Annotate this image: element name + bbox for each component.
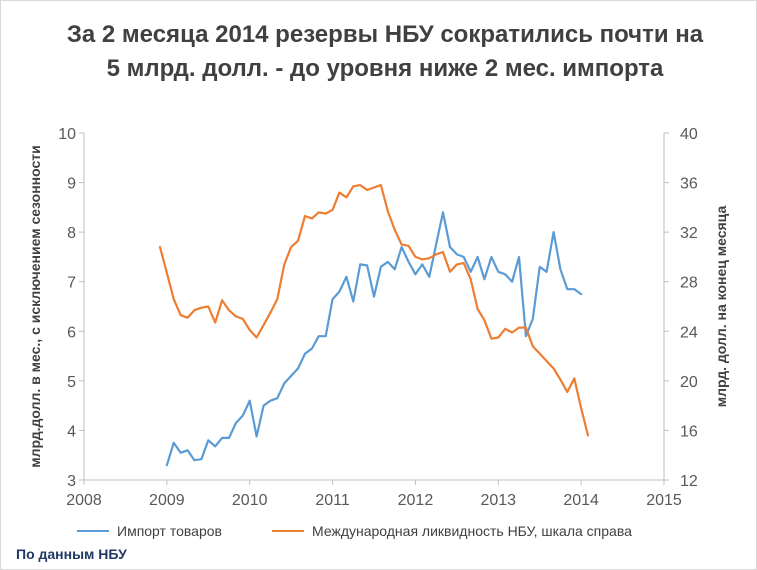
y-tick-label-right: 12 <box>680 473 698 490</box>
legend-label-liquidity: Международная ликвидность НБУ, шкала спр… <box>312 523 632 539</box>
y-axis-title-left: млрд.долл. в мес., с исключением сезонно… <box>27 145 43 467</box>
legend: Импорт товаров Международная ликвидность… <box>0 523 757 543</box>
x-tick-label: 2011 <box>315 492 350 509</box>
y-tick-label-left: 10 <box>58 126 76 143</box>
legend-item-imports: Импорт товаров <box>77 523 222 539</box>
y-tick-label-left: 3 <box>67 473 76 490</box>
series-line-imports <box>165 211 583 467</box>
y-tick-label-left: 4 <box>67 423 76 440</box>
legend-item-liquidity: Международная ликвидность НБУ, шкала спр… <box>272 523 632 539</box>
y-tick-label-right: 40 <box>680 126 698 143</box>
y-tick-label-left: 9 <box>67 176 76 193</box>
source-note: По данным НБУ <box>16 546 127 562</box>
chart-title: За 2 месяца 2014 резервы НБУ сократились… <box>66 21 704 82</box>
x-tick-label: 2013 <box>480 492 516 509</box>
legend-swatch-liquidity <box>272 530 304 532</box>
series-line-liquidity <box>158 184 590 437</box>
x-tick-label: 2012 <box>398 492 434 509</box>
x-tick-label: 2015 <box>646 492 682 509</box>
legend-swatch-imports <box>77 530 109 532</box>
y-tick-label-right: 36 <box>680 176 698 193</box>
y-tick-label-right: 20 <box>680 374 698 391</box>
y-tick-label-right: 16 <box>680 423 698 440</box>
legend-label-imports: Импорт товаров <box>117 523 222 539</box>
y-tick-label-left: 6 <box>67 324 76 341</box>
y-tick-label-left: 7 <box>67 275 76 292</box>
y-axis-title-right: млрд. долл. на конец месяца <box>713 206 729 408</box>
y-tick-label-left: 5 <box>67 374 76 391</box>
y-tick-label-right: 32 <box>680 225 698 242</box>
y-tick-label-left: 8 <box>67 225 76 242</box>
y-tick-label-right: 24 <box>680 324 698 341</box>
x-tick-label: 2010 <box>232 492 268 509</box>
y-tick-label-right: 28 <box>680 275 698 292</box>
x-tick-label: 2008 <box>66 492 102 509</box>
x-tick-label: 2009 <box>149 492 185 509</box>
x-tick-label: 2014 <box>563 492 599 509</box>
